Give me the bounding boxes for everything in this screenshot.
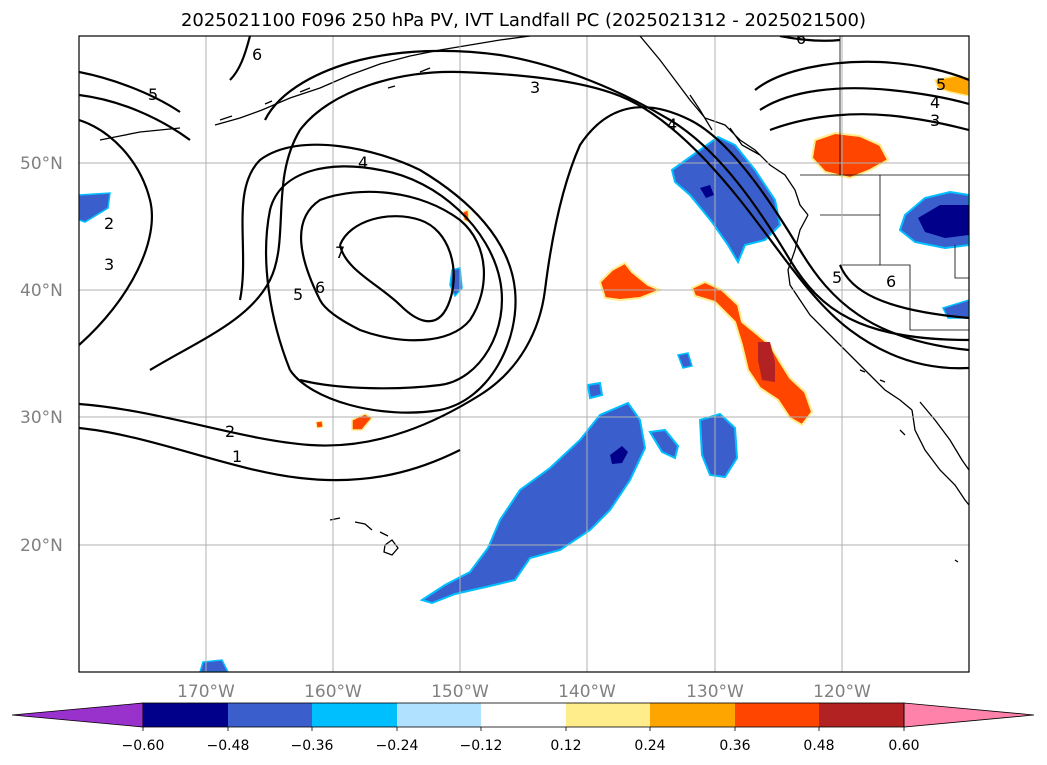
longitude-labels: 170°W 160°W 150°W 140°W 130°W 120°W (177, 682, 871, 702)
lon-label: 170°W (177, 682, 235, 702)
contour-label: 5 (832, 268, 842, 287)
lon-label: 120°W (813, 682, 871, 702)
contour-label: 2 (225, 422, 235, 441)
contour-label: 7 (335, 243, 345, 262)
coastlines (99, 36, 969, 563)
colorbar-extend-high (903, 702, 1035, 728)
colorbar-tick-label: −0.12 (460, 738, 503, 754)
contour-label: 4 (667, 115, 677, 134)
map-frame (78, 35, 970, 673)
negative-anomaly-small (648, 428, 680, 460)
lon-label: 160°W (304, 682, 362, 702)
boundaries (800, 36, 969, 331)
contour-label: 4 (358, 153, 368, 172)
colorbar-tick-label: 0.48 (803, 738, 834, 754)
negative-anomaly-coastal (670, 135, 782, 265)
colorbar-segment (312, 703, 397, 727)
lat-label: 30°N (20, 408, 63, 428)
positive-anomaly-band (690, 280, 814, 427)
colorbar-segment (566, 703, 650, 727)
contour-label: 4 (930, 93, 940, 112)
contour-label: 6 (796, 29, 806, 48)
colorbar: −0.60 −0.48 −0.36 −0.24 −0.12 0.12 0.24 … (11, 702, 1035, 754)
colorbar-tick-label: 0.12 (550, 738, 581, 754)
contour-label: 2 (104, 214, 114, 233)
contour-label: 5 (293, 285, 303, 304)
contour-label: 6 (315, 278, 325, 297)
lat-label: 20°N (20, 536, 63, 556)
contour-label: 3 (530, 78, 540, 97)
contour-label: 3 (104, 255, 114, 274)
colorbar-extend-low (11, 702, 144, 728)
colorbar-segment (650, 703, 735, 727)
colorbar-segment (819, 703, 904, 727)
lon-label: 130°W (686, 682, 744, 702)
map-area: 6 5 3 4 7 6 5 2 3 2 1 4 6 3 4 5 6 5 (79, 29, 969, 672)
colorbar-tick-label: −0.60 (122, 738, 165, 754)
colorbar-segment (481, 703, 566, 727)
colorbar-tick-label: −0.48 (207, 738, 250, 754)
colorbar-segment (143, 703, 228, 727)
colorbar-tick-label: −0.24 (376, 738, 419, 754)
latitude-labels: 50°N 40°N 30°N 20°N (20, 154, 63, 556)
contour-label: 6 (252, 45, 262, 64)
colorbar-tick-label: 0.24 (634, 738, 665, 754)
contour-label-group: 6 5 3 4 7 6 5 2 3 2 1 4 6 3 4 5 6 5 (104, 29, 946, 466)
contour-label: 5 (936, 75, 946, 94)
figure-title: 2025021100 F096 250 hPa PV, IVT Landfall… (180, 10, 867, 31)
lon-label: 150°W (431, 682, 489, 702)
negative-anomaly-small (698, 412, 739, 479)
colorbar-segment (397, 703, 481, 727)
lat-label: 50°N (20, 154, 63, 174)
pv-contours (79, 36, 969, 482)
shaded-regions (79, 75, 969, 672)
positive-anomaly-offshore (598, 261, 663, 302)
contour-label: 3 (930, 111, 940, 130)
contour-label: 1 (232, 447, 242, 466)
colorbar-segment (228, 703, 312, 727)
positive-anomaly-interior (810, 131, 890, 180)
lon-label: 140°W (558, 682, 616, 702)
colorbar-tick-label: −0.36 (291, 738, 334, 754)
colorbar-tick-label: 0.36 (719, 738, 750, 754)
negative-anomaly-plume (419, 401, 647, 605)
colorbar-tick-label: 0.60 (888, 738, 919, 754)
gridlines (79, 36, 969, 672)
lat-label: 40°N (20, 281, 63, 301)
colorbar-segment (735, 703, 819, 727)
contour-label: 6 (886, 272, 896, 291)
contour-label: 5 (148, 85, 158, 104)
